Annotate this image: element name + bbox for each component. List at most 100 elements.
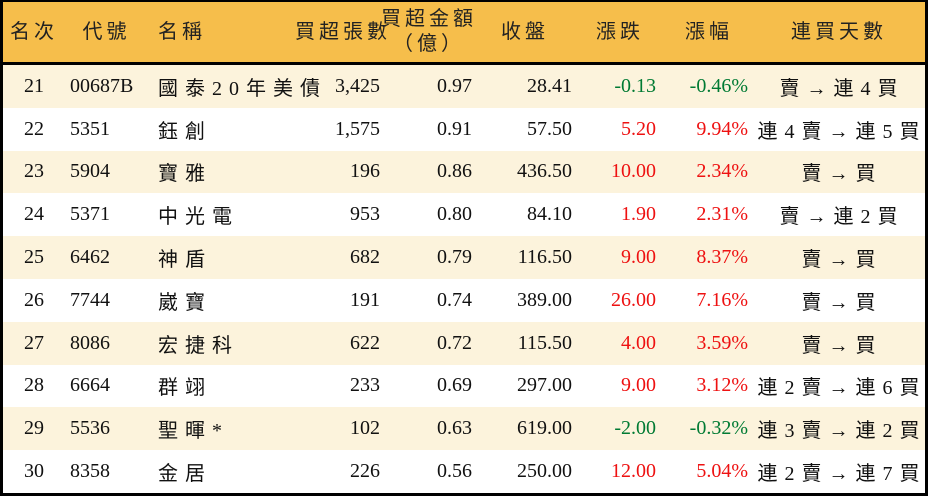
cell-streak: 賣 → 買	[801, 334, 877, 357]
column-header-label: 買超金額	[381, 8, 477, 30]
table-row: 28 6664 群翊 233 0.69 297.00 9.00 3.12% 連 2 賣 → 連 …	[3, 364, 925, 408]
cell-volume: 3,425	[335, 74, 380, 97]
column-header-volume: 買超張數	[295, 20, 391, 45]
column-header-close: 收盤	[501, 20, 549, 45]
cell-close: 84.10	[527, 203, 572, 226]
column-header-amount: 買超金額 （億）	[381, 7, 477, 57]
cell-amount: 0.86	[437, 160, 472, 183]
cell-change: 12.00	[611, 460, 656, 483]
cell-rank: 24	[24, 203, 44, 226]
cell-change_pct: -0.46%	[689, 74, 748, 97]
table-body: 21 00687B 國泰20年美債 3,425 0.97 28.41 -0.13 -0.46%…	[3, 65, 925, 493]
cell-change_pct: 3.12%	[696, 374, 748, 397]
cell-code: 8086	[70, 331, 110, 354]
cell-close: 436.50	[517, 160, 572, 183]
table-row: 27 8086 宏捷科 622 0.72 115.50 4.00 3.59% 賣 → 買	[3, 321, 925, 365]
cell-streak: 賣 → 連 4 買	[779, 77, 899, 100]
table-row: 29 5536 聖暉* 102 0.63 619.00 -2.00 -0.32% 連 3 賣 →…	[3, 407, 925, 451]
cell-name: 崴寶	[158, 291, 212, 314]
cell-code: 5536	[70, 417, 110, 440]
column-header-label: 連買天數	[791, 20, 887, 43]
cell-name: 寶雅	[158, 163, 212, 186]
cell-change_pct: 9.94%	[696, 117, 748, 140]
cell-amount: 0.79	[437, 246, 472, 269]
column-header-label: 名稱	[158, 20, 206, 43]
cell-name: 宏捷科	[158, 334, 239, 357]
cell-name: 神盾	[158, 249, 212, 272]
cell-code: 5351	[70, 117, 110, 140]
cell-name: 國泰20年美債	[158, 77, 327, 100]
cell-amount: 0.69	[437, 374, 472, 397]
cell-change: 26.00	[611, 288, 656, 311]
cell-code: 7744	[70, 288, 110, 311]
cell-amount: 0.74	[437, 288, 472, 311]
column-header-label: 漲幅	[685, 20, 733, 43]
cell-change: -2.00	[614, 417, 656, 440]
cell-close: 115.50	[517, 331, 572, 354]
cell-amount: 0.63	[437, 417, 472, 440]
cell-amount: 0.97	[437, 74, 472, 97]
cell-streak: 賣 → 連 2 買	[779, 206, 899, 229]
cell-close: 619.00	[517, 417, 572, 440]
cell-change: 9.00	[621, 246, 656, 269]
cell-volume: 191	[350, 288, 380, 311]
cell-volume: 622	[350, 331, 380, 354]
table-row: 23 5904 寶雅 196 0.86 436.50 10.00 2.34% 賣 → 買	[3, 150, 925, 194]
cell-change: 1.90	[621, 203, 656, 226]
cell-close: 57.50	[527, 117, 572, 140]
cell-rank: 25	[24, 246, 44, 269]
cell-streak: 賣 → 買	[801, 291, 877, 314]
table-header-row: 名次 代號 名稱 買超張數 買超金額 （億） 收盤 漲跌 漲幅 連買天數	[3, 2, 925, 65]
cell-code: 5904	[70, 160, 110, 183]
cell-rank: 27	[24, 331, 44, 354]
cell-name: 聖暉*	[158, 420, 229, 443]
cell-name: 中光電	[158, 206, 239, 229]
cell-code: 8358	[70, 460, 110, 483]
cell-close: 297.00	[517, 374, 572, 397]
cell-streak: 賣 → 買	[801, 163, 877, 186]
cell-change: 5.20	[621, 117, 656, 140]
cell-code: 6664	[70, 374, 110, 397]
cell-streak: 連 2 賣 → 連 7 買	[757, 463, 921, 486]
column-header-label: 漲跌	[596, 20, 644, 43]
cell-rank: 23	[24, 160, 44, 183]
cell-rank: 30	[24, 460, 44, 483]
column-header-label-line2: （億）	[393, 33, 465, 55]
cell-change_pct: 2.31%	[696, 203, 748, 226]
column-header-streak: 連買天數	[791, 20, 887, 45]
cell-close: 389.00	[517, 288, 572, 311]
cell-amount: 0.80	[437, 203, 472, 226]
cell-volume: 233	[350, 374, 380, 397]
column-header-name: 名稱	[148, 20, 206, 45]
cell-volume: 953	[350, 203, 380, 226]
cell-change_pct: 2.34%	[696, 160, 748, 183]
cell-rank: 26	[24, 288, 44, 311]
cell-volume: 102	[350, 417, 380, 440]
cell-close: 28.41	[527, 74, 572, 97]
column-header-change_pct: 漲幅	[685, 20, 733, 45]
cell-rank: 28	[24, 374, 44, 397]
column-header-change: 漲跌	[596, 20, 644, 45]
cell-name: 金居	[158, 463, 212, 486]
cell-change: 9.00	[621, 374, 656, 397]
cell-change_pct: 8.37%	[696, 246, 748, 269]
table-row: 21 00687B 國泰20年美債 3,425 0.97 28.41 -0.13 -0.46%…	[3, 65, 925, 108]
column-header-label: 收盤	[501, 20, 549, 43]
cell-code: 5371	[70, 203, 110, 226]
column-header-label: 買超張數	[295, 20, 391, 43]
table-row: 24 5371 中光電 953 0.80 84.10 1.90 2.31% 賣 → 連 2 買	[3, 193, 925, 237]
cell-streak: 連 3 賣 → 連 2 買	[757, 420, 921, 443]
cell-name: 鈺創	[158, 120, 212, 143]
cell-code: 6462	[70, 246, 110, 269]
table-row: 22 5351 鈺創 1,575 0.91 57.50 5.20 9.94% 連 4 賣 → 連…	[3, 107, 925, 151]
cell-volume: 1,575	[335, 117, 380, 140]
cell-name: 群翊	[158, 377, 212, 400]
table-row: 25 6462 神盾 682 0.79 116.50 9.00 8.37% 賣 → 買	[3, 236, 925, 279]
cell-close: 250.00	[517, 460, 572, 483]
column-header-label: 名次	[10, 20, 58, 43]
cell-change_pct: 3.59%	[696, 331, 748, 354]
cell-change_pct: 7.16%	[696, 288, 748, 311]
cell-rank: 29	[24, 417, 44, 440]
column-header-rank: 名次	[10, 20, 58, 45]
